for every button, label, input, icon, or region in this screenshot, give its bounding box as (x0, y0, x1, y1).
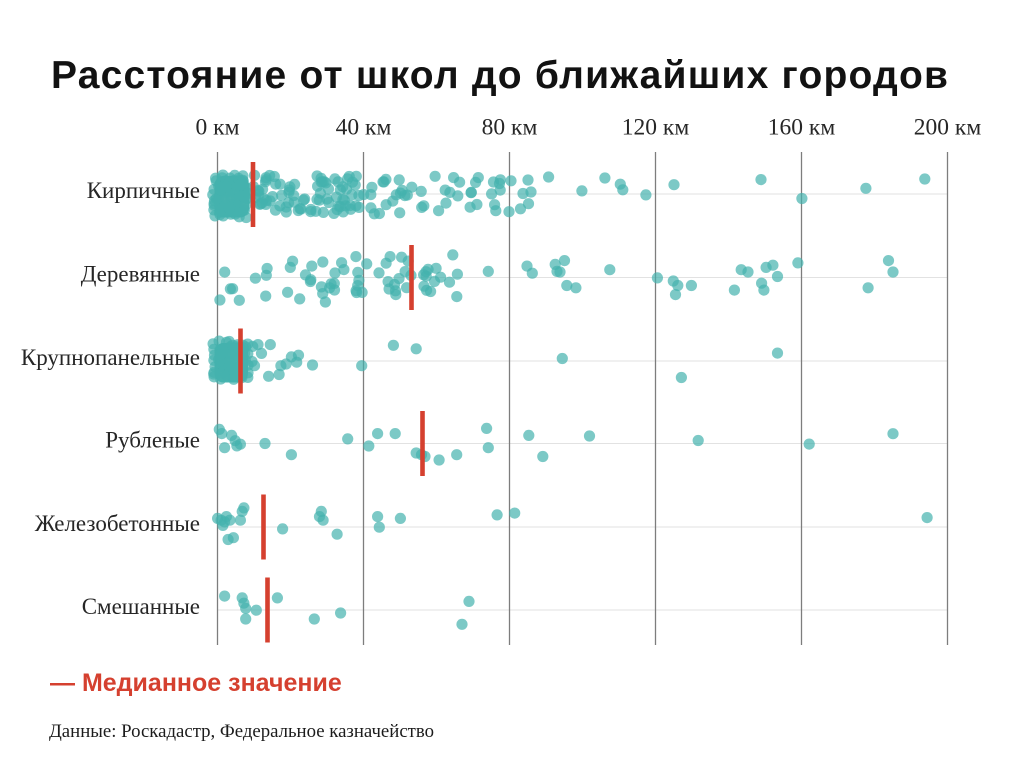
svg-text:Данные: Роскадастр, Федерально: Данные: Роскадастр, Федеральное казначей… (49, 721, 434, 742)
svg-text:120 км: 120 км (622, 115, 690, 141)
svg-text:200 км: 200 км (914, 115, 982, 141)
svg-text:Железобетонные: Железобетонные (35, 511, 200, 536)
svg-text:Расстояние от школ до ближайши: Расстояние от школ до ближайших городов (51, 54, 949, 97)
svg-text:Рубленые: Рубленые (105, 427, 200, 452)
svg-text:Деревянные: Деревянные (81, 261, 200, 286)
svg-text:Кирпичные: Кирпичные (87, 178, 200, 203)
svg-text:— Медианное значение: — Медианное значение (50, 669, 342, 697)
svg-text:Крупнопанельные: Крупнопанельные (21, 345, 200, 370)
svg-text:80 км: 80 км (482, 115, 538, 141)
svg-text:160 км: 160 км (768, 115, 836, 141)
svg-text:40 км: 40 км (336, 115, 392, 141)
svg-text:Смешанные: Смешанные (82, 594, 200, 619)
svg-text:0 км: 0 км (196, 115, 240, 141)
